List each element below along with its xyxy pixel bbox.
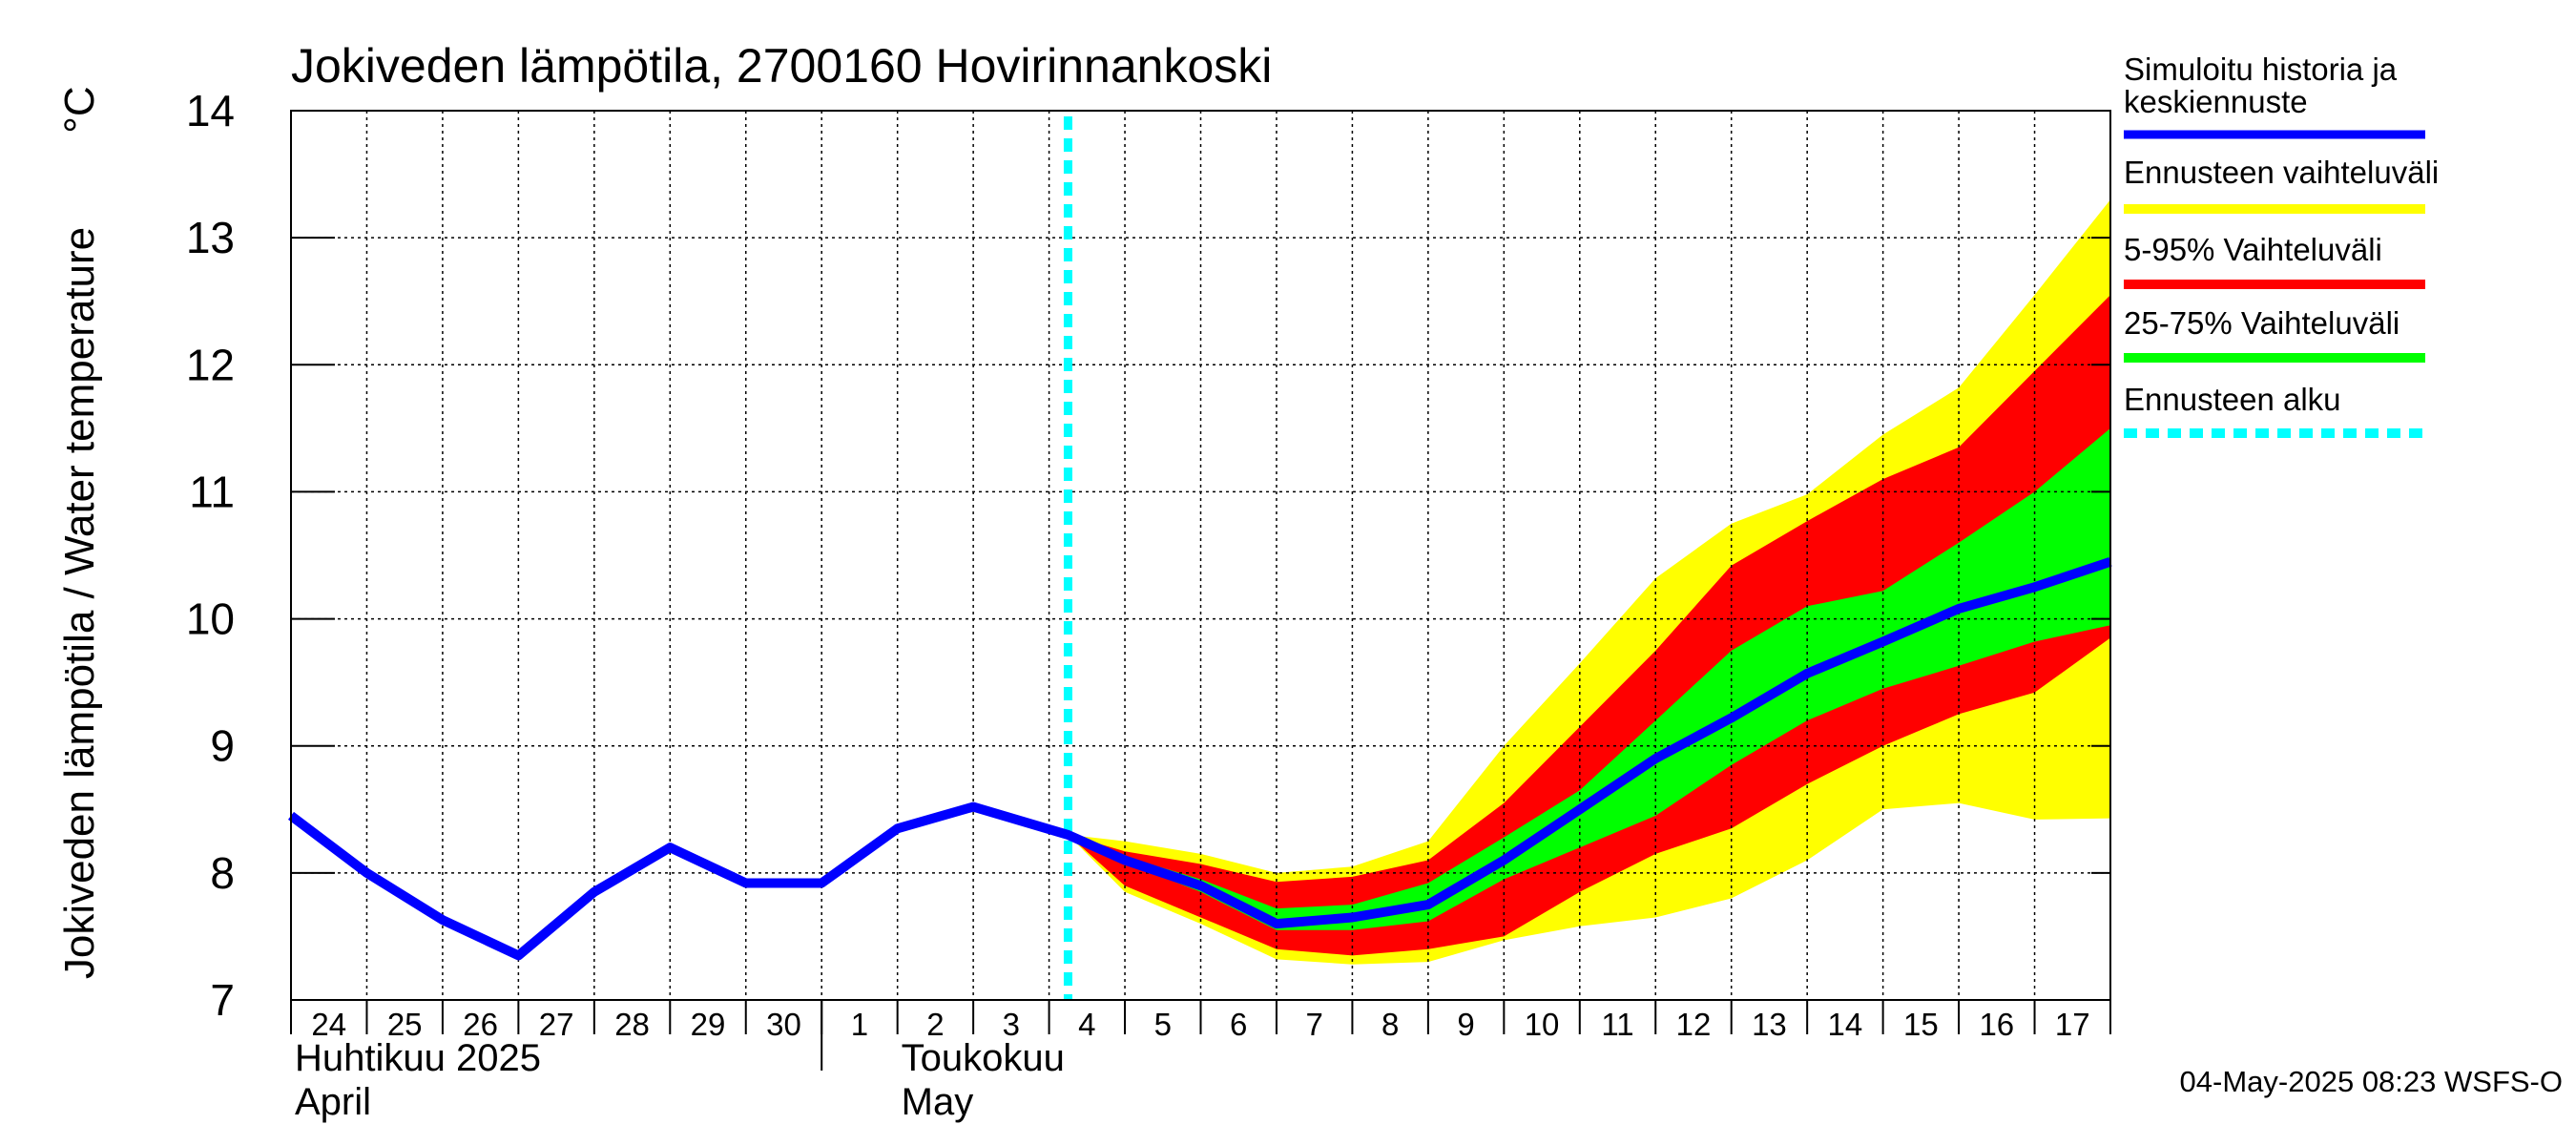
x-tick-labels: 24 25 26 27 28 29 30 1 2 3 4 5 6 7 8 9 10 11 12 13 14 15 16 17 [311,1007,2089,1042]
month-label-line1: Toukokuu [902,1037,1065,1079]
series-lines [287,116,2112,1000]
legend-label: Ennusteen alku [2124,382,2341,417]
x-tick-label: 28 [614,1007,650,1042]
chart-title: Jokiveden lämpötila, 2700160 Hovirinnank… [291,39,1272,93]
legend-label: 5-95% Vaihteluväli [2124,232,2382,267]
y-tick-label: 14 [186,86,235,135]
x-tick-label: 11 [1601,1007,1633,1042]
y-tick-label: 8 [210,848,235,898]
x-tick-label: 2 [926,1007,944,1042]
month-label-line1: Huhtikuu 2025 [295,1037,541,1079]
y-tick-label: 10 [186,594,235,644]
y-tick-label: 13 [186,213,235,262]
y-axis-title: Jokiveden lämpötila / Water temperature [56,227,103,979]
y-tick-label: 9 [210,721,235,771]
y-tick-label: 12 [186,340,235,389]
plot-axes [290,110,2111,1071]
x-tick-label: 1 [851,1007,868,1042]
x-tick-label: 7 [1306,1007,1323,1042]
y-tick-label: 7 [210,975,235,1025]
x-tick-label: 5 [1154,1007,1172,1042]
legend-label: Simuloitu historia ja [2124,52,2398,87]
legend-label: keskiennuste [2124,84,2308,119]
x-tick-label: 26 [463,1007,498,1042]
x-tick-label: 14 [1828,1007,1863,1042]
x-tick-label: 13 [1752,1007,1787,1042]
x-tick-label: 8 [1381,1007,1399,1042]
grid-lines [291,111,2110,1000]
x-tick-label: 27 [539,1007,574,1042]
legend-label: Ennusteen vaihteluväli [2124,155,2439,190]
x-tick-label: 24 [311,1007,346,1042]
y-axis-unit: °C [56,86,103,133]
month-label-line2: May [902,1081,974,1123]
x-tick-label: 4 [1078,1007,1095,1042]
x-tick-label: 10 [1525,1007,1560,1042]
footer-timestamp: 04-May-2025 08:23 WSFS-O [2180,1065,2563,1098]
y-axis-label: Jokiveden lämpötila / Water temperature … [56,86,103,979]
x-tick-label: 29 [691,1007,726,1042]
forecast-bands [1068,199,2110,965]
month-label-line2: April [295,1081,371,1123]
x-tick-label: 25 [387,1007,423,1042]
y-tick-labels: 7 8 9 10 11 12 13 14 [186,86,235,1025]
x-tick-label: 17 [2055,1007,2090,1042]
x-tick-label: 3 [1003,1007,1020,1042]
legend-label: 25-75% Vaihteluväli [2124,305,2399,341]
median-line [287,556,2112,961]
band-min-max [1068,199,2110,965]
y-tick-label: 11 [189,467,235,516]
x-tick-label: 6 [1230,1007,1247,1042]
x-tick-label: 15 [1903,1007,1939,1042]
x-tick-label: 16 [1979,1007,2014,1042]
x-tick-label: 12 [1676,1007,1712,1042]
x-tick-label: 30 [766,1007,801,1042]
x-tick-label: 9 [1457,1007,1474,1042]
